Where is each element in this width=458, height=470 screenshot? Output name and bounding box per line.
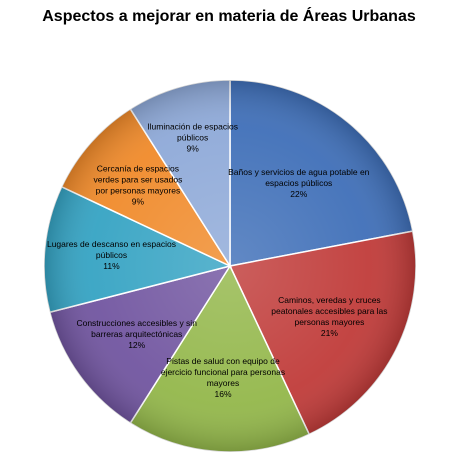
slice-data-label: Pistas de salud con equipo de ejercicio f… <box>161 356 285 399</box>
slice-data-label: Caminos, veredas y cruces peatonales acce… <box>271 295 387 338</box>
chart-title: Aspectos a mejorar en materia de Áreas U… <box>42 8 416 25</box>
slice-data-label: Iluminación de espacios públicos 9% <box>147 121 238 153</box>
slice-data-label: Baños y servicios de agua potable en espa… <box>228 167 370 199</box>
slice-data-label: Construcciones accesibles y sin barreras … <box>76 318 197 350</box>
slice-data-label: Cercanía de espacios verdes para ser usad… <box>94 163 183 206</box>
slice-data-label: Lugares de descanso en espacios públicos 1… <box>47 239 176 271</box>
